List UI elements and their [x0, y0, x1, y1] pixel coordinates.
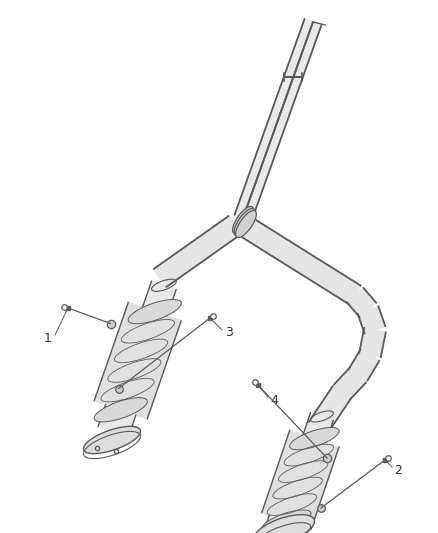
Polygon shape — [309, 386, 351, 434]
Polygon shape — [303, 413, 333, 442]
Polygon shape — [154, 216, 241, 287]
Ellipse shape — [234, 208, 255, 236]
Polygon shape — [142, 281, 176, 316]
Polygon shape — [359, 328, 386, 357]
Ellipse shape — [261, 510, 311, 532]
Polygon shape — [98, 405, 136, 437]
Text: 2: 2 — [394, 464, 402, 477]
Ellipse shape — [128, 300, 181, 324]
Polygon shape — [262, 430, 339, 529]
Text: 1: 1 — [44, 332, 52, 344]
Polygon shape — [242, 219, 361, 304]
Polygon shape — [234, 19, 313, 218]
Text: 3: 3 — [225, 327, 233, 340]
Polygon shape — [347, 288, 376, 317]
Ellipse shape — [233, 206, 254, 233]
Polygon shape — [243, 22, 321, 221]
Text: 4: 4 — [270, 393, 278, 407]
Ellipse shape — [84, 426, 141, 454]
Polygon shape — [349, 349, 379, 381]
Ellipse shape — [254, 515, 314, 533]
Ellipse shape — [94, 398, 147, 422]
Ellipse shape — [236, 211, 256, 238]
Polygon shape — [94, 302, 181, 419]
Ellipse shape — [290, 427, 339, 450]
Polygon shape — [334, 367, 366, 400]
Polygon shape — [263, 515, 304, 533]
Polygon shape — [357, 306, 385, 334]
